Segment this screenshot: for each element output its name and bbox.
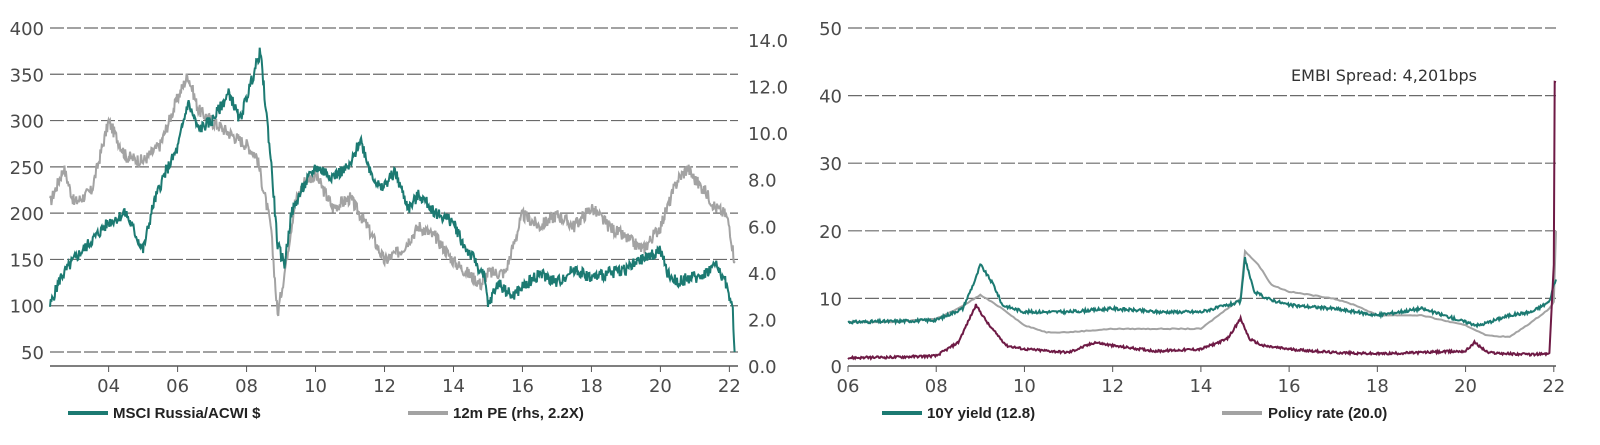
x-tick-label: 06: [166, 376, 189, 397]
legend-label-10y-yield: 10Y yield (12.8): [927, 405, 1035, 422]
y-tick-label: 30: [819, 154, 842, 175]
x-tick-label: 10: [304, 376, 327, 397]
x-tick-label: 16: [511, 376, 534, 397]
y-right-tick-label: 10.0: [748, 124, 788, 145]
x-tick-label: 20: [649, 376, 672, 397]
x-tick-label: 22: [718, 376, 741, 397]
legend-label-12m-pe: 12m PE (rhs, 2.2X): [453, 405, 584, 422]
y-tick-label: 20: [819, 222, 842, 243]
x-tick-label: 20: [1454, 376, 1477, 397]
y-left-tick-label: 300: [10, 112, 44, 133]
y-left-tick-label: 250: [10, 158, 44, 179]
y-left-tick-label: 50: [21, 343, 44, 364]
y-left-tick-label: 350: [10, 65, 44, 86]
x-tick-label: 12: [373, 376, 396, 397]
x-tick-label: 04: [97, 376, 120, 397]
x-tick-label: 08: [925, 376, 948, 397]
y-tick-label: 40: [819, 87, 842, 108]
y-right-tick-label: 4.0: [748, 264, 777, 285]
x-tick-label: 14: [442, 376, 465, 397]
y-left-tick-label: 200: [10, 204, 44, 225]
y-tick-label: 10: [819, 289, 842, 310]
y-left-tick-label: 100: [10, 297, 44, 318]
x-tick-label: 22: [1542, 376, 1565, 397]
y-tick-label: 0: [831, 357, 842, 378]
y-left-tick-label: 150: [10, 250, 44, 271]
x-tick-label: 08: [235, 376, 258, 397]
y-right-tick-label: 14.0: [748, 31, 788, 52]
x-tick-label: 06: [837, 376, 860, 397]
series-line-msci-russia: [49, 47, 736, 353]
x-tick-label: 16: [1278, 376, 1301, 397]
y-tick-label: 50: [819, 19, 842, 40]
y-right-tick-label: 12.0: [748, 78, 788, 99]
y-right-tick-label: 6.0: [748, 217, 777, 238]
x-tick-label: 18: [1366, 376, 1389, 397]
series-line-policy-rate: [847, 230, 1557, 338]
series-line-12m-pe: [49, 73, 736, 317]
series-line-10y-yield: [847, 256, 1557, 329]
x-tick-label: 12: [1101, 376, 1124, 397]
x-tick-label: 14: [1189, 376, 1212, 397]
series-line-embi-spread: [847, 80, 1557, 361]
y-right-tick-label: 0.0: [748, 357, 777, 378]
y-right-tick-label: 2.0: [748, 310, 777, 331]
y-left-tick-label: 400: [10, 19, 44, 40]
x-tick-label: 10: [1013, 376, 1036, 397]
legend-label-msci-russia: MSCI Russia/ACWI $: [113, 405, 261, 422]
y-right-tick-label: 8.0: [748, 171, 777, 192]
legend-label-policy-rate: Policy rate (20.0): [1268, 405, 1387, 422]
annotation-embi-spread: EMBI Spread: 4,201bps: [1291, 66, 1477, 85]
x-tick-label: 18: [580, 376, 603, 397]
